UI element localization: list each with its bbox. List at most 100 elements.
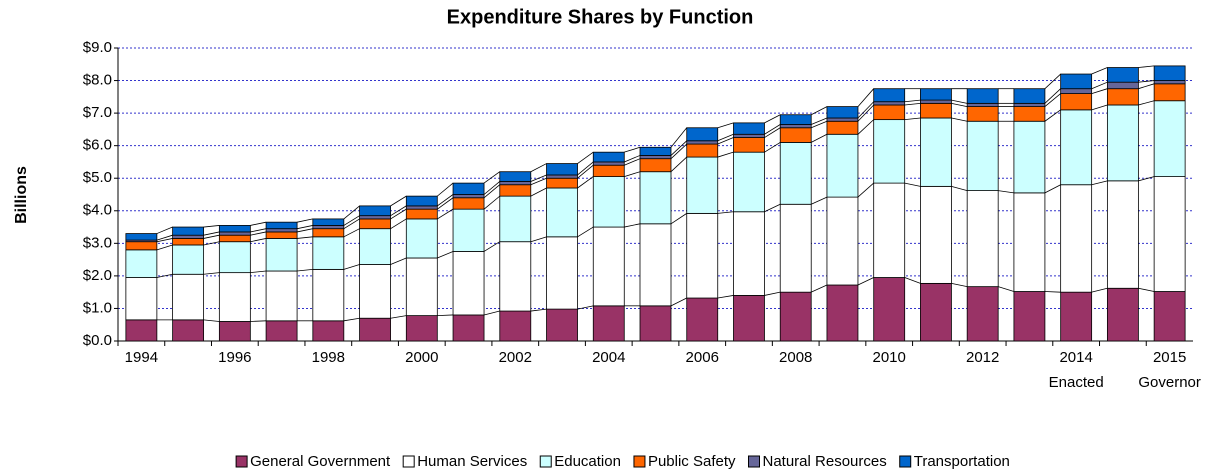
series-line bbox=[764, 124, 781, 135]
bar-segment bbox=[920, 99, 952, 104]
series-line bbox=[437, 251, 454, 259]
bar-segment bbox=[218, 231, 251, 236]
bar-segment bbox=[592, 164, 625, 177]
series-line bbox=[577, 164, 594, 179]
series-line bbox=[390, 257, 407, 265]
series-line bbox=[156, 273, 173, 278]
bar-segment bbox=[125, 249, 158, 278]
y-tick-label: $9.0 bbox=[83, 39, 112, 56]
bar-segment bbox=[1106, 104, 1139, 182]
bar-segment bbox=[639, 223, 672, 307]
series-line bbox=[437, 208, 454, 220]
bar-segment bbox=[499, 184, 532, 197]
bar-segment bbox=[639, 155, 672, 160]
bar-segment bbox=[452, 194, 485, 199]
series-line bbox=[297, 236, 313, 239]
bar-segment bbox=[312, 320, 345, 342]
series-line bbox=[904, 277, 921, 284]
bar-segment bbox=[405, 218, 438, 259]
series-line bbox=[998, 286, 1015, 292]
series-line bbox=[624, 223, 641, 228]
series-line bbox=[857, 88, 874, 107]
series-line bbox=[343, 205, 360, 220]
series-line bbox=[811, 120, 828, 129]
bar-segment bbox=[639, 146, 672, 156]
bar-segment bbox=[733, 137, 765, 153]
legend-swatch bbox=[748, 455, 760, 468]
series-line bbox=[717, 122, 734, 129]
bar-segment bbox=[405, 205, 438, 210]
series-line bbox=[203, 272, 220, 275]
x-tick-label: 1998 bbox=[312, 349, 345, 366]
series-line bbox=[951, 282, 968, 288]
series-line bbox=[811, 117, 828, 125]
series-line bbox=[624, 158, 641, 166]
bar-segment bbox=[1106, 81, 1139, 90]
series-line bbox=[483, 195, 501, 210]
series-line bbox=[437, 314, 454, 317]
series-line bbox=[437, 197, 454, 210]
bar-segment bbox=[1060, 88, 1093, 94]
bar-segment bbox=[1106, 287, 1139, 342]
bar-segment bbox=[592, 226, 625, 307]
series-line bbox=[530, 174, 547, 182]
series-line bbox=[717, 137, 734, 145]
bar-segment bbox=[312, 268, 345, 322]
series-line bbox=[1138, 65, 1155, 68]
series-line bbox=[250, 231, 267, 236]
series-line bbox=[764, 127, 781, 138]
bar-segment bbox=[312, 228, 345, 238]
series-line bbox=[437, 182, 454, 197]
bar-segment bbox=[499, 310, 532, 342]
bar-segment bbox=[1106, 88, 1139, 106]
series-line bbox=[1091, 88, 1108, 94]
bar-segment bbox=[1060, 93, 1093, 111]
series-line bbox=[717, 295, 734, 299]
y-tick-label: $3.0 bbox=[83, 234, 112, 251]
series-line bbox=[904, 99, 921, 103]
series-line bbox=[670, 297, 687, 307]
series-line bbox=[297, 228, 313, 233]
x-tick-label: 2002 bbox=[499, 349, 532, 366]
bar-segment bbox=[546, 236, 578, 310]
bar-segment bbox=[826, 284, 859, 342]
bar-segment bbox=[172, 234, 205, 239]
y-axis-label: Billions bbox=[13, 166, 30, 224]
y-tick-label: $6.0 bbox=[83, 137, 112, 154]
bar-segment bbox=[1013, 88, 1046, 104]
bar-segment bbox=[1153, 83, 1186, 102]
bar-segment bbox=[826, 133, 859, 198]
bar-segment bbox=[452, 314, 485, 342]
bar-segment bbox=[218, 272, 251, 322]
series-line bbox=[390, 205, 407, 217]
bar-segment bbox=[172, 244, 205, 275]
series-line bbox=[250, 221, 267, 226]
bar-segment bbox=[592, 161, 625, 166]
series-line bbox=[951, 99, 968, 104]
bar-segment bbox=[920, 117, 952, 187]
bar-segment bbox=[172, 238, 205, 246]
x-tick-label: 1996 bbox=[218, 349, 251, 366]
bar-segment bbox=[873, 101, 906, 106]
bar-segment bbox=[966, 102, 999, 107]
bar-segment bbox=[826, 117, 859, 122]
series-line bbox=[297, 218, 313, 223]
bar-segment bbox=[546, 187, 578, 238]
series-line bbox=[250, 320, 267, 322]
x-tick-label: 2012 bbox=[966, 349, 999, 366]
series-line bbox=[1044, 109, 1061, 122]
bar-segment bbox=[1153, 176, 1186, 292]
series-line bbox=[577, 161, 594, 176]
bar-segment bbox=[312, 218, 345, 226]
x-tick-label: 1994 bbox=[125, 349, 158, 366]
bar-segment bbox=[405, 315, 438, 342]
bar-segment bbox=[359, 228, 391, 265]
series-line bbox=[857, 104, 874, 122]
x-tick-label: 2015 bbox=[1153, 349, 1186, 366]
series-line bbox=[1044, 291, 1061, 293]
legend-label: Human Services bbox=[417, 453, 527, 470]
series-line bbox=[203, 319, 220, 322]
y-tick-label: $2.0 bbox=[83, 267, 112, 284]
series-line bbox=[390, 315, 407, 319]
bar-segment bbox=[779, 114, 812, 125]
